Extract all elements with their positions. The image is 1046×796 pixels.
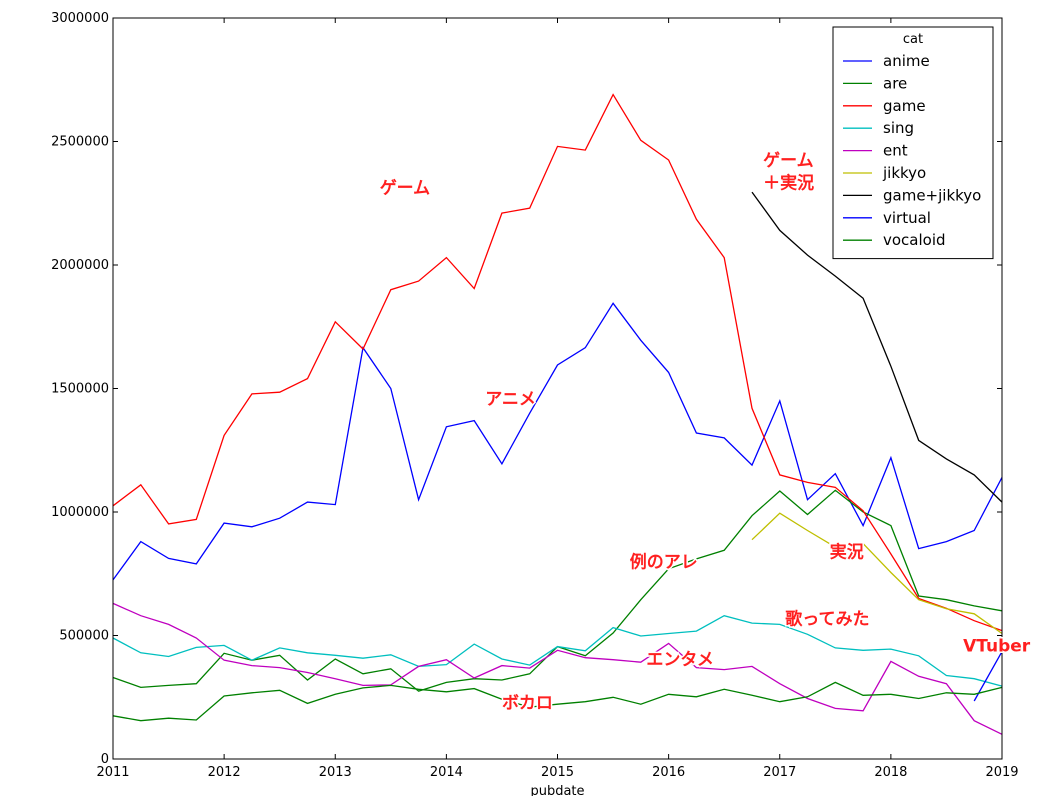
legend-title: cat (903, 32, 923, 47)
series-line-vocaloid (112, 681, 1003, 722)
x-tick-label: 2013 (319, 765, 352, 780)
x-tick-label: 2015 (541, 765, 574, 780)
annotation-label: ボカロ (502, 693, 553, 713)
annotation-label: 例のアレ (630, 552, 698, 573)
x-tick-label: 2019 (985, 765, 1018, 780)
legend-entry: vocaloid (883, 231, 946, 249)
legend-box (832, 26, 994, 260)
series-line-ent (112, 602, 1003, 735)
series-line-anime (112, 302, 1003, 581)
y-tick-label: 500000 (59, 629, 109, 644)
series-line-sing (112, 615, 1003, 687)
y-tick-label: 1500000 (51, 382, 109, 397)
y-tick-label: 3000000 (51, 11, 109, 26)
x-tick-label: 2018 (874, 765, 907, 780)
y-tick-label: 2500000 (51, 135, 109, 150)
series-line-jikkyo (751, 512, 1003, 635)
series-line-game-jikkyo (751, 191, 1003, 503)
annotation-label: ＋実況 (763, 172, 814, 193)
x-tick-label: 2014 (430, 765, 463, 780)
legend-entry: are (883, 74, 907, 92)
x-tick-label: 2012 (208, 765, 241, 780)
series-line-game (112, 93, 1003, 632)
annotation-label: VTuber (963, 637, 1031, 657)
legend-entry: virtual (883, 209, 931, 227)
y-tick-label: 0 (101, 752, 109, 767)
legend-entry: ent (883, 142, 908, 160)
legend: cat anime are game sing ent jikkyo game+jikkyo v… (832, 26, 994, 260)
legend-entry: jikkyo (882, 164, 926, 182)
x-tick-label: 2017 (763, 765, 796, 780)
y-tick-label: 1000000 (51, 505, 109, 520)
annotation-label: 実況 (830, 542, 864, 563)
annotation-label: ゲーム (380, 177, 431, 198)
y-tick-label: 2000000 (51, 258, 109, 273)
legend-entry: game (883, 97, 926, 115)
x-axis-label: pubdate (530, 784, 584, 796)
annotation-label: 歌ってみた (785, 608, 869, 629)
series-layer (112, 93, 1003, 735)
legend-entry: anime (883, 52, 930, 70)
annotation-label: アニメ (485, 390, 536, 410)
annotation-label: エンタメ (646, 650, 714, 670)
x-tick-label: 2011 (96, 765, 129, 780)
annotation-label: ゲーム (763, 150, 814, 171)
legend-entry: sing (883, 119, 914, 137)
axis-ticks: 2011 2012 2013 2014 2015 2016 2017 2018 2019 0 500… (51, 11, 1018, 780)
x-tick-label: 2016 (652, 765, 685, 780)
legend-entry: game+jikkyo (883, 186, 981, 204)
